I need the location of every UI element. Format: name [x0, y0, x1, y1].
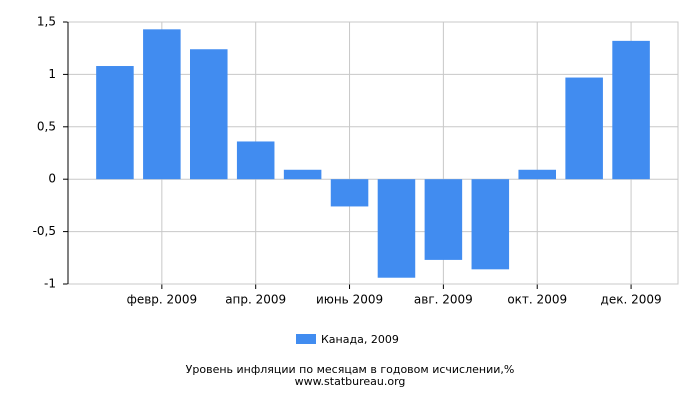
- y-tick-label: 0,5: [37, 119, 56, 133]
- x-tick-label: апр. 2009: [225, 293, 286, 307]
- bar: [96, 66, 134, 180]
- bar: [612, 40, 650, 180]
- bar: [236, 141, 275, 180]
- y-tick-label: 1: [48, 67, 56, 81]
- bar: [283, 169, 322, 180]
- chart-title: Уровень инфляции по месяцам в годовом ис…: [186, 363, 515, 376]
- bar: [565, 77, 603, 180]
- y-tick-label: 1,5: [37, 15, 56, 29]
- legend-label: Канада, 2009: [321, 333, 399, 346]
- bar: [518, 169, 556, 180]
- y-tick-label: -1: [44, 277, 56, 291]
- bar: [424, 179, 463, 260]
- legend-swatch: [296, 334, 316, 344]
- y-tick-label: 0: [48, 172, 56, 186]
- x-tick-label: авг. 2009: [414, 293, 473, 307]
- x-tick-label: июнь 2009: [316, 293, 383, 307]
- x-tick-label: февр. 2009: [127, 293, 198, 307]
- bar: [471, 179, 510, 270]
- bar: [377, 179, 416, 278]
- chart-subtitle: www.statbureau.org: [295, 375, 406, 388]
- bar: [143, 29, 181, 180]
- x-tick-label: дек. 2009: [601, 293, 662, 307]
- y-tick-label: -0,5: [33, 224, 56, 238]
- bar: [190, 49, 228, 180]
- bar: [330, 179, 369, 207]
- x-tick-label: окт. 2009: [507, 293, 567, 307]
